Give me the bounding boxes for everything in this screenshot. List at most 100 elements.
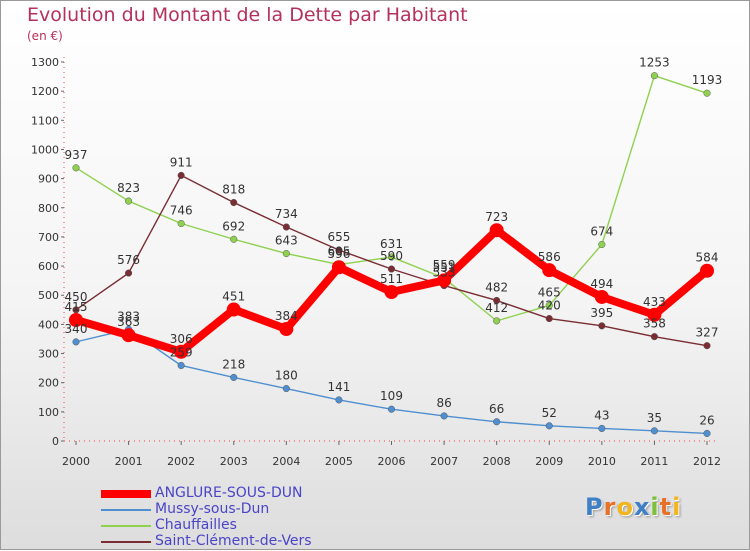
data-point [282,384,290,393]
data-point [335,396,343,404]
data-point [440,412,448,420]
data-label: 180 [275,369,298,383]
data-label: 1193 [692,73,723,87]
data-label: 259 [170,345,193,359]
data-label: 415 [65,300,88,314]
data-label: 643 [275,234,298,248]
data-label: 596 [327,247,350,261]
x-tick-label: 2002 [167,455,195,468]
legend-swatch [101,541,151,543]
data-point [282,223,290,231]
y-tick-label: 100 [38,406,59,419]
data-label: 734 [275,207,298,221]
logo-letter: o [616,493,634,521]
legend-swatch [101,525,151,527]
data-point [650,427,658,435]
data-label: 692 [222,219,245,233]
x-tick-label: 2007 [430,455,458,468]
data-label: 363 [117,315,140,329]
data-label: 327 [696,326,719,340]
data-label: 86 [436,396,451,410]
data-label: 451 [222,290,245,304]
data-label: 450 [65,290,88,304]
logo-letter: r [603,493,617,521]
data-point [647,307,662,322]
logo-letter: P [585,493,604,521]
data-label: 511 [380,272,403,286]
data-point [594,289,609,304]
logo-letter: t [659,493,673,521]
data-label: 584 [696,251,719,265]
data-point [279,322,294,337]
data-point [125,269,133,277]
legend-swatch [101,490,151,498]
data-point [650,72,658,80]
data-label: 383 [117,309,140,323]
data-point [545,422,553,430]
data-label: 35 [647,411,662,425]
x-tick-label: 2006 [378,455,406,468]
data-point [125,197,133,205]
proxiti-logo: Proxiti [585,493,681,521]
data-label: 340 [65,322,88,336]
data-label: 1253 [639,56,670,70]
legend-label: ANGLURE-SOUS-DUN [155,485,303,501]
data-point [703,89,711,97]
data-point [177,219,185,228]
data-label: 823 [117,181,140,195]
data-label: 433 [643,295,666,309]
data-label: 43 [594,408,609,422]
legend-swatch [101,509,151,511]
data-point [335,246,343,254]
data-point [493,418,501,426]
x-tick-label: 2009 [535,455,563,468]
data-label: 723 [485,210,508,224]
data-point [72,164,80,172]
data-label: 911 [170,155,193,169]
data-label: 26 [699,413,714,427]
data-label: 465 [538,285,561,299]
data-label: 559 [433,258,456,272]
y-tick-label: 1300 [31,56,59,69]
y-tick-label: 1200 [31,85,59,98]
y-tick-label: 400 [38,318,59,331]
data-label: 631 [380,237,403,251]
y-tick-label: 200 [38,377,59,390]
data-point [598,240,606,249]
x-tick-label: 2000 [62,455,90,468]
data-label: 384 [275,309,298,323]
data-point [598,424,606,433]
data-label: 358 [643,317,666,331]
y-tick-label: 500 [38,289,59,302]
legend-label: Mussy-sous-Dun [155,501,270,517]
data-point [230,198,238,207]
data-point [177,361,185,370]
x-tick-label: 2001 [115,455,143,468]
data-point [703,429,711,437]
data-point [650,333,658,341]
data-label: 605 [327,245,350,259]
data-point [545,315,553,323]
data-point [545,301,553,309]
data-point [331,260,346,275]
data-label: 412 [485,301,508,315]
x-tick-label: 2003 [220,455,248,468]
data-point [226,302,241,317]
x-tick-label: 2005 [325,455,353,468]
data-point [72,338,80,346]
data-point [437,273,452,288]
y-tick-label: 1100 [31,114,59,127]
data-label: 66 [489,402,504,416]
y-tick-label: 800 [38,202,59,215]
data-point [598,322,606,330]
data-label: 533 [433,266,456,280]
data-label: 306 [170,332,193,346]
logo-letter: i [672,493,682,521]
data-point [489,223,504,238]
data-point [69,313,83,328]
data-label: 576 [117,253,140,267]
data-point [387,405,396,413]
data-point [703,342,711,350]
data-label: 586 [538,250,561,264]
